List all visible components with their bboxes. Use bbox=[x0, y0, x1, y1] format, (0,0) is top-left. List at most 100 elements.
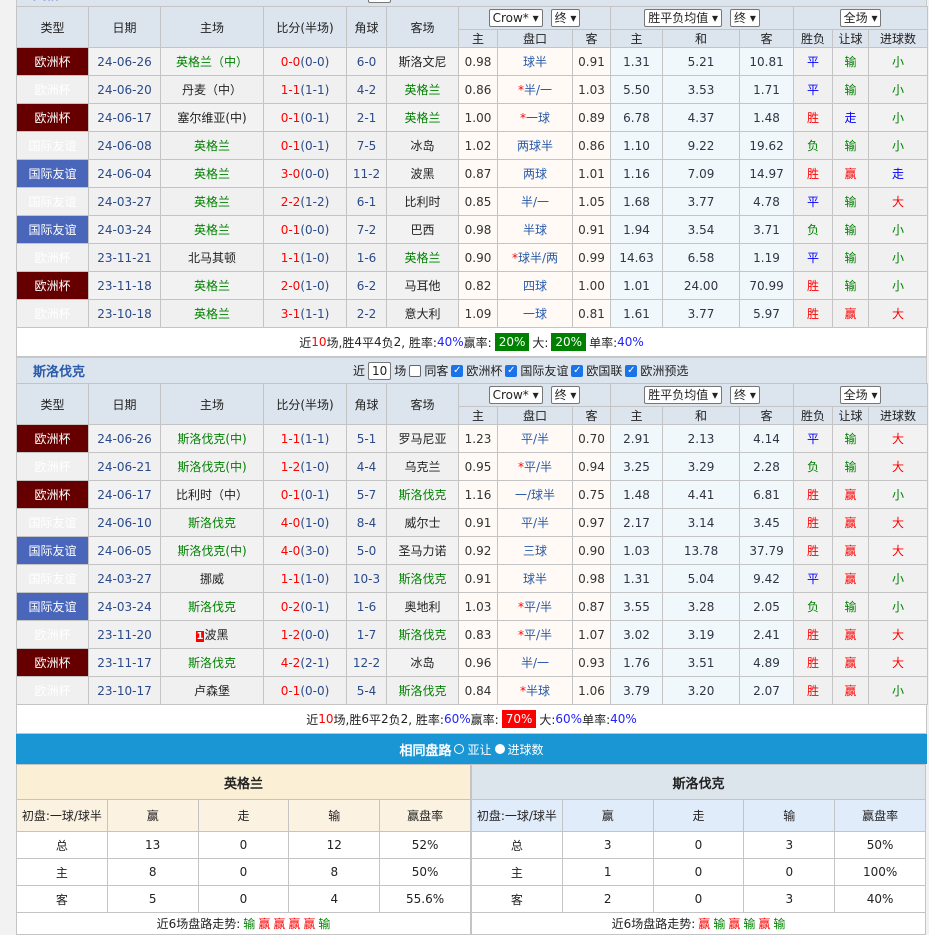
odds-value: 1.76 bbox=[610, 648, 664, 677]
score: 3-1(1-1) bbox=[263, 299, 347, 328]
odds-value: 19.62 bbox=[739, 131, 795, 160]
select-stage2[interactable]: 终 ▾ bbox=[730, 386, 760, 404]
filter-checkbox[interactable]: ✓ bbox=[625, 364, 638, 377]
corners: 5-1 bbox=[346, 424, 387, 453]
same-venue-label: 同主 bbox=[424, 0, 448, 2]
count-select[interactable]: 10 bbox=[368, 361, 392, 380]
table-row[interactable]: 欧洲杯 23-10-18 英格兰 3-1(1-1) 2-2 意大利 1.09 一球 0.81 1.… bbox=[16, 299, 929, 328]
table-row[interactable]: 国际友谊 24-06-04 英格兰 3-0(0-0) 11-2 波黑 0.87 两球 1.01 1… bbox=[16, 159, 929, 188]
table-row[interactable]: 国际友谊 24-06-08 英格兰 0-1(0-1) 7-5 冰岛 1.02 两球半 0.86 1… bbox=[16, 131, 929, 160]
away-team[interactable]: 波黑 bbox=[386, 159, 459, 188]
table-row[interactable]: 欧洲杯 24-06-17 比利时（中） 0-1(0-1) 5-7 斯洛伐克 1.16 一/球半… bbox=[16, 480, 929, 509]
away-team[interactable]: 斯洛伐克 bbox=[386, 564, 459, 593]
home-team[interactable]: 挪威 bbox=[160, 564, 264, 593]
table-row[interactable]: 欧洲杯 24-06-20 丹麦（中） 1-1(1-1) 4-2 英格兰 0.86 *半/一 1.… bbox=[16, 75, 929, 104]
match-date: 23-10-18 bbox=[88, 299, 161, 328]
result-handicap: 赢 bbox=[832, 480, 870, 509]
radio-goals[interactable] bbox=[494, 744, 505, 754]
table-row[interactable]: 欧洲杯 23-11-20 1波黑 1-2(0-0) 1-7 斯洛伐克 0.83 *平/半 1.0… bbox=[16, 620, 929, 649]
home-team[interactable]: 英格兰 bbox=[160, 159, 264, 188]
header-corner: 角球 bbox=[346, 6, 387, 48]
home-team[interactable]: 英格兰 bbox=[160, 187, 264, 216]
table-row[interactable]: 国际友谊 24-03-24 斯洛伐克 0-2(0-1) 1-6 奥地利 1.03 *平/半 0.… bbox=[16, 592, 929, 621]
home-team[interactable]: 英格兰（中） bbox=[160, 47, 264, 76]
home-team[interactable]: 英格兰 bbox=[160, 215, 264, 244]
table-row[interactable]: 欧洲杯 23-11-21 北马其顿 1-1(1-0) 1-6 英格兰 0.90 *球半/两 0.… bbox=[16, 243, 929, 272]
select-avg[interactable]: 胜平负均值 ▾ bbox=[644, 386, 723, 404]
home-team[interactable]: 斯洛伐克 bbox=[160, 592, 264, 621]
table-row[interactable]: 欧洲杯 24-06-26 英格兰（中） 0-0(0-0) 6-0 斯洛文尼 0.98 球半 0.… bbox=[16, 47, 929, 76]
odds-value: 3.14 bbox=[662, 508, 741, 537]
home-team[interactable]: 1波黑 bbox=[160, 620, 264, 649]
table-row[interactable]: 欧洲杯 24-06-17 塞尔维亚(中) 0-1(0-1) 2-1 英格兰 1.00 *一球 0… bbox=[16, 103, 929, 132]
away-team[interactable]: 英格兰 bbox=[386, 243, 459, 272]
away-team[interactable]: 英格兰 bbox=[386, 75, 459, 104]
table-row[interactable]: 欧洲杯 24-06-21 斯洛伐克(中) 1-2(1-0) 4-4 乌克兰 0.95 *平/半… bbox=[16, 452, 929, 481]
home-team[interactable]: 斯洛伐克(中) bbox=[160, 452, 264, 481]
select-scope[interactable]: 全场 ▾ bbox=[839, 9, 882, 27]
away-team[interactable]: 斯洛文尼 bbox=[386, 47, 459, 76]
away-team[interactable]: 斯洛伐克 bbox=[386, 620, 459, 649]
table-row[interactable]: 欧洲杯 24-06-26 斯洛伐克(中) 1-1(1-1) 5-1 罗马尼亚 1.23 平/半… bbox=[16, 424, 929, 453]
home-team[interactable]: 塞尔维亚(中) bbox=[160, 103, 264, 132]
header-home: 主场 bbox=[160, 6, 264, 48]
subheader: 主 bbox=[458, 406, 498, 425]
away-team[interactable]: 奥地利 bbox=[386, 592, 459, 621]
select-stage2[interactable]: 终 ▾ bbox=[730, 9, 760, 27]
header-score: 比分(半场) bbox=[263, 383, 347, 425]
select-company[interactable]: Crow* ▾ bbox=[488, 9, 543, 27]
radio-goals-label[interactable]: 进球数 bbox=[507, 742, 544, 757]
select-scope[interactable]: 全场 ▾ bbox=[839, 386, 882, 404]
count-select[interactable]: 10 bbox=[368, 0, 392, 3]
table-row[interactable]: 欧洲杯 23-10-17 卢森堡 0-1(0-0) 5-4 斯洛伐克 0.84 *半球 1.06… bbox=[16, 676, 929, 705]
away-team[interactable]: 冰岛 bbox=[386, 648, 459, 677]
away-team[interactable]: 冰岛 bbox=[386, 131, 459, 160]
select-stage[interactable]: 终 ▾ bbox=[550, 9, 581, 27]
home-team[interactable]: 北马其顿 bbox=[160, 243, 264, 272]
home-team[interactable]: 英格兰 bbox=[160, 271, 264, 300]
home-team[interactable]: 斯洛伐克(中) bbox=[160, 424, 264, 453]
table-row[interactable]: 国际友谊 24-03-27 英格兰 2-2(1-2) 6-1 比利时 0.85 半/一 1.05… bbox=[16, 187, 929, 216]
table-row[interactable]: 国际友谊 24-03-24 英格兰 0-1(0-0) 7-2 巴西 0.98 半球 0.91 1.… bbox=[16, 215, 929, 244]
home-team[interactable]: 斯洛伐克 bbox=[160, 648, 264, 677]
home-team[interactable]: 斯洛伐克(中) bbox=[160, 536, 264, 565]
away-team[interactable]: 斯洛伐克 bbox=[386, 676, 459, 705]
home-team-name: 挪威 bbox=[199, 572, 224, 586]
home-team[interactable]: 卢森堡 bbox=[160, 676, 264, 705]
radio-handicap[interactable] bbox=[454, 744, 465, 754]
filter-checkbox[interactable]: ✓ bbox=[571, 364, 584, 377]
table-row[interactable]: 欧洲杯 23-11-17 斯洛伐克 4-2(2-1) 12-2 冰岛 0.96 半/一 0.93… bbox=[16, 648, 929, 677]
home-team[interactable]: 斯洛伐克 bbox=[160, 508, 264, 537]
radio-handicap-label[interactable]: 亚让 bbox=[467, 742, 492, 757]
table-row[interactable]: 国际友谊 24-06-05 斯洛伐克(中) 4-0(3-0) 5-0 圣马力诺 0.92 三球… bbox=[16, 536, 929, 565]
same-venue-checkbox[interactable] bbox=[409, 364, 422, 377]
home-team[interactable]: 英格兰 bbox=[160, 299, 264, 328]
away-team[interactable]: 乌克兰 bbox=[386, 452, 459, 481]
filter-checkbox[interactable]: ✓ bbox=[505, 364, 518, 377]
line-star: * bbox=[517, 628, 524, 642]
away-team[interactable]: 比利时 bbox=[386, 187, 459, 216]
away-team[interactable]: 圣马力诺 bbox=[386, 536, 459, 565]
away-team[interactable]: 巴西 bbox=[386, 215, 459, 244]
away-team[interactable]: 罗马尼亚 bbox=[386, 424, 459, 453]
away-team[interactable]: 意大利 bbox=[386, 299, 459, 328]
home-team[interactable]: 比利时（中） bbox=[160, 480, 264, 509]
home-team[interactable]: 英格兰 bbox=[160, 131, 264, 160]
table-row[interactable]: 欧洲杯 23-11-18 英格兰 2-0(1-0) 6-2 马耳他 0.82 四球 1.00 1.… bbox=[16, 271, 929, 300]
match-type: 欧洲杯 bbox=[16, 103, 89, 132]
select-company[interactable]: Crow* ▾ bbox=[488, 386, 543, 404]
table-row[interactable]: 国际友谊 24-06-10 斯洛伐克 4-0(1-0) 8-4 威尔士 0.91 平/半 0.9… bbox=[16, 508, 929, 537]
select-stage[interactable]: 终 ▾ bbox=[550, 386, 581, 404]
table-row[interactable]: 国际友谊 24-03-27 挪威 1-1(1-0) 10-3 斯洛伐克 0.91 球半 0.98… bbox=[16, 564, 929, 593]
away-team[interactable]: 英格兰 bbox=[386, 103, 459, 132]
result-handicap: 输 bbox=[832, 452, 870, 481]
away-team[interactable]: 斯洛伐克 bbox=[386, 480, 459, 509]
filter-checkbox[interactable]: ✓ bbox=[451, 364, 464, 377]
home-summary: 近 10 场,胜 4 平 4 负 2, 胜率: 40% 赢率: 20% 大: 20% 单率: 40% bbox=[16, 328, 927, 357]
home-team[interactable]: 丹麦（中） bbox=[160, 75, 264, 104]
away-team[interactable]: 威尔士 bbox=[386, 508, 459, 537]
away-team[interactable]: 马耳他 bbox=[386, 271, 459, 300]
line-star: * bbox=[511, 251, 518, 265]
select-avg[interactable]: 胜平负均值 ▾ bbox=[644, 9, 723, 27]
header-away: 客场 bbox=[386, 6, 459, 48]
